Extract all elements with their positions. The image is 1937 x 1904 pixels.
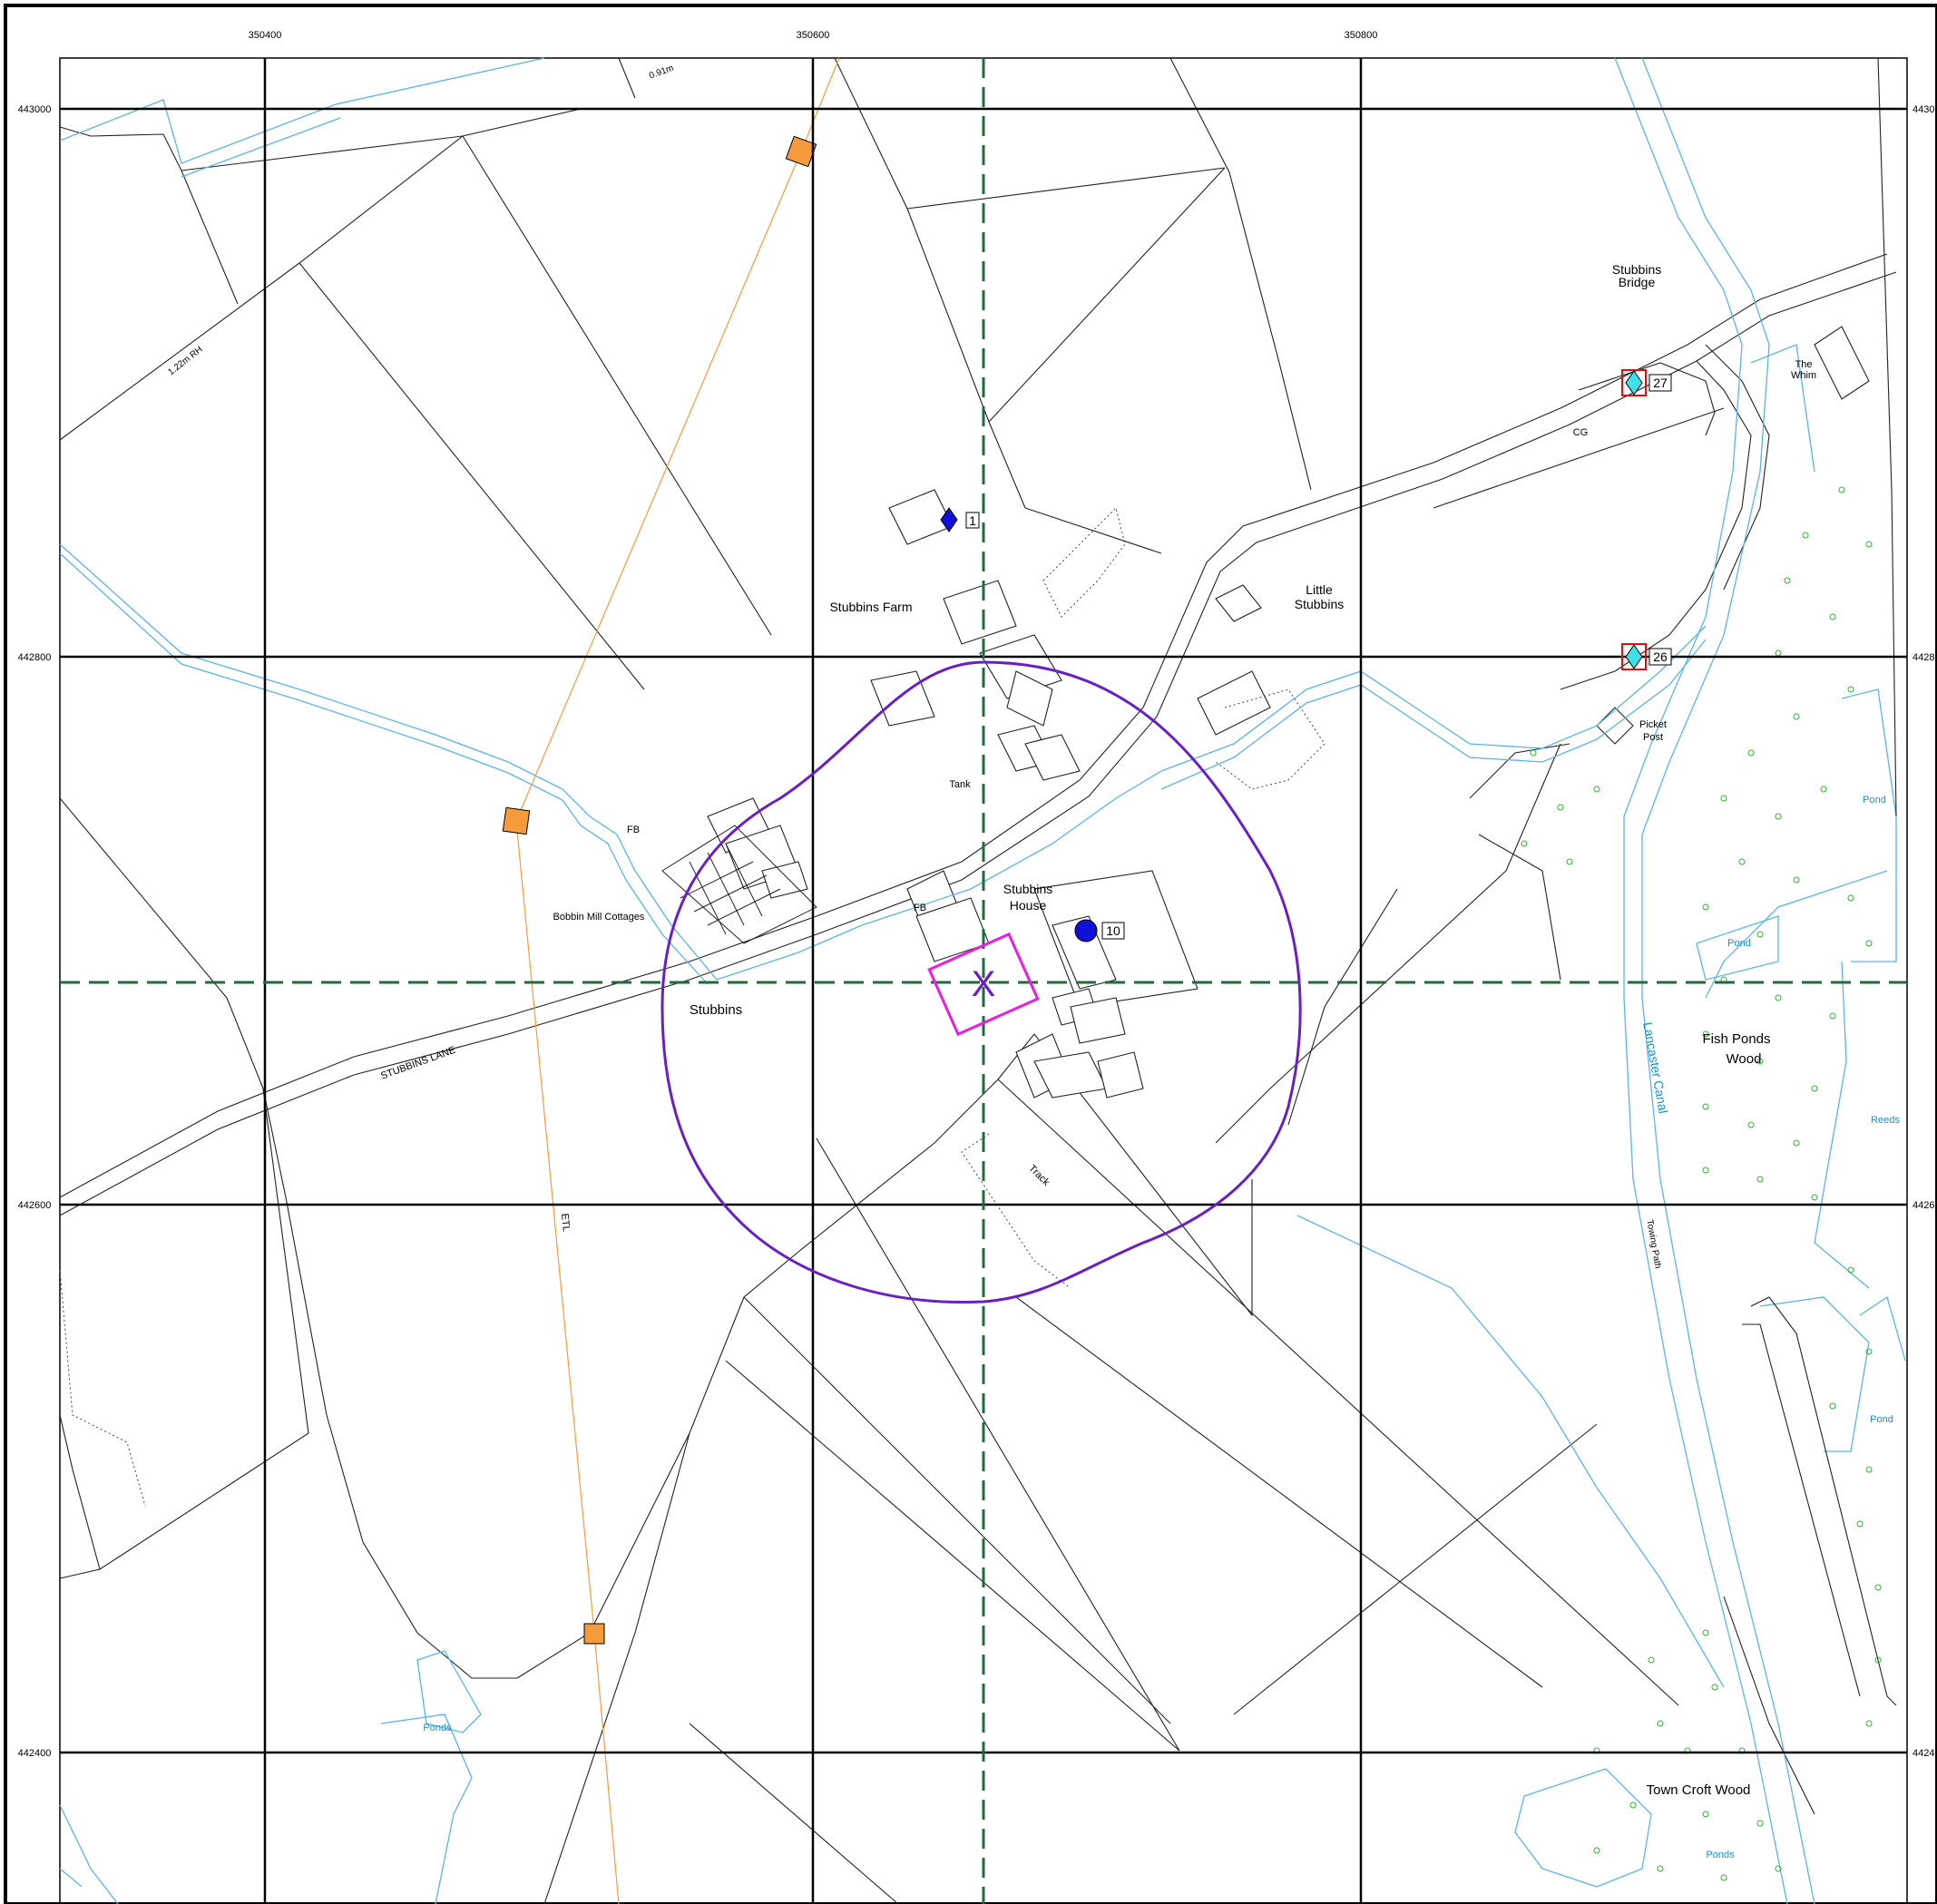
label-pond-1: Pond bbox=[1863, 795, 1886, 806]
label-etl: ETL bbox=[559, 1213, 572, 1232]
easting-label-350600: 350600 bbox=[797, 30, 830, 41]
label-little-stubbins-1: Little bbox=[1306, 582, 1333, 597]
label-bobbin-mill-cottages: Bobbin Mill Cottages bbox=[553, 912, 645, 923]
water-features bbox=[59, 57, 1906, 1904]
northing-right-443000: 443000 bbox=[1913, 104, 1937, 115]
label-stubbins-bridge-2: Bridge bbox=[1619, 275, 1656, 289]
label-cg: CG bbox=[1573, 427, 1589, 438]
northing-right-442400: 442400 bbox=[1913, 1748, 1937, 1759]
marker-26-label: 26 bbox=[1653, 649, 1668, 664]
northing-right-442800: 442800 bbox=[1913, 652, 1937, 663]
marker-26[interactable]: 26 bbox=[1621, 643, 1672, 670]
pylon-3[interactable] bbox=[583, 1623, 605, 1645]
grid-labels: 350400 350600 350800 443000 442800 44260… bbox=[18, 30, 1937, 1759]
label-the-whim-2: Whim bbox=[1791, 370, 1816, 381]
label-stubbins-house-2: House bbox=[1010, 898, 1047, 913]
label-town-croft-wood: Town Croft Wood bbox=[1647, 1782, 1751, 1798]
marker-1[interactable]: 1 bbox=[940, 507, 980, 532]
marker-27-label: 27 bbox=[1653, 376, 1668, 390]
woodland-trees bbox=[1521, 486, 1882, 1881]
site-crosshair bbox=[60, 58, 1907, 1904]
label-stubbins-house-1: Stubbins bbox=[1003, 882, 1052, 896]
dotted-paths bbox=[59, 507, 1326, 1507]
northing-label-442600: 442600 bbox=[18, 1200, 52, 1211]
label-stubbins: Stubbins bbox=[690, 1002, 742, 1018]
power-pylons bbox=[502, 135, 817, 1645]
label-ponds-2: Ponds bbox=[1706, 1850, 1735, 1860]
northing-label-442400: 442400 bbox=[18, 1748, 52, 1759]
buffer-circle[interactable] bbox=[660, 660, 1302, 1304]
label-picket-post-1: Picket bbox=[1639, 719, 1667, 730]
northing-label-443000: 443000 bbox=[18, 104, 52, 115]
canal-island bbox=[1742, 57, 1897, 1706]
roads bbox=[59, 253, 1897, 1216]
field-boundaries bbox=[59, 57, 1815, 1904]
label-ponds-1: Ponds bbox=[423, 1723, 452, 1733]
label-picket-post-2: Post bbox=[1643, 732, 1663, 743]
pylon-2[interactable] bbox=[502, 806, 531, 835]
marker-27[interactable]: 27 bbox=[1621, 369, 1672, 396]
site-box[interactable]: X bbox=[927, 932, 1040, 1037]
northing-label-442800: 442800 bbox=[18, 652, 52, 663]
easting-label-350400: 350400 bbox=[249, 30, 282, 41]
label-pond-3: Pond bbox=[1870, 1414, 1893, 1425]
marker-1-label: 1 bbox=[969, 513, 976, 528]
label-the-whim-1: The bbox=[1795, 359, 1813, 370]
map-outer-frame bbox=[4, 4, 1937, 1904]
label-little-stubbins-2: Stubbins bbox=[1295, 597, 1344, 611]
marker-10-label: 10 bbox=[1106, 923, 1120, 938]
label-pond-2: Pond bbox=[1727, 938, 1751, 949]
marker-10[interactable]: 10 bbox=[1074, 919, 1125, 942]
site-x-marker: X bbox=[972, 964, 996, 1004]
label-stubbins-farm: Stubbins Farm bbox=[829, 600, 912, 614]
label-stubbins-bridge-1: Stubbins bbox=[1612, 262, 1661, 277]
northing-right-442600: 442600 bbox=[1913, 1200, 1937, 1211]
label-tank: Tank bbox=[949, 779, 971, 790]
terrace-cottages bbox=[661, 825, 817, 944]
label-fish-ponds-wood-2: Wood bbox=[1727, 1051, 1762, 1067]
easting-label-350800: 350800 bbox=[1345, 30, 1378, 41]
label-fb-2: FB bbox=[914, 903, 926, 913]
label-reeds: Reeds bbox=[1871, 1115, 1900, 1126]
label-fb-1: FB bbox=[627, 825, 640, 835]
label-fish-ponds-wood-1: Fish Ponds bbox=[1702, 1031, 1770, 1047]
